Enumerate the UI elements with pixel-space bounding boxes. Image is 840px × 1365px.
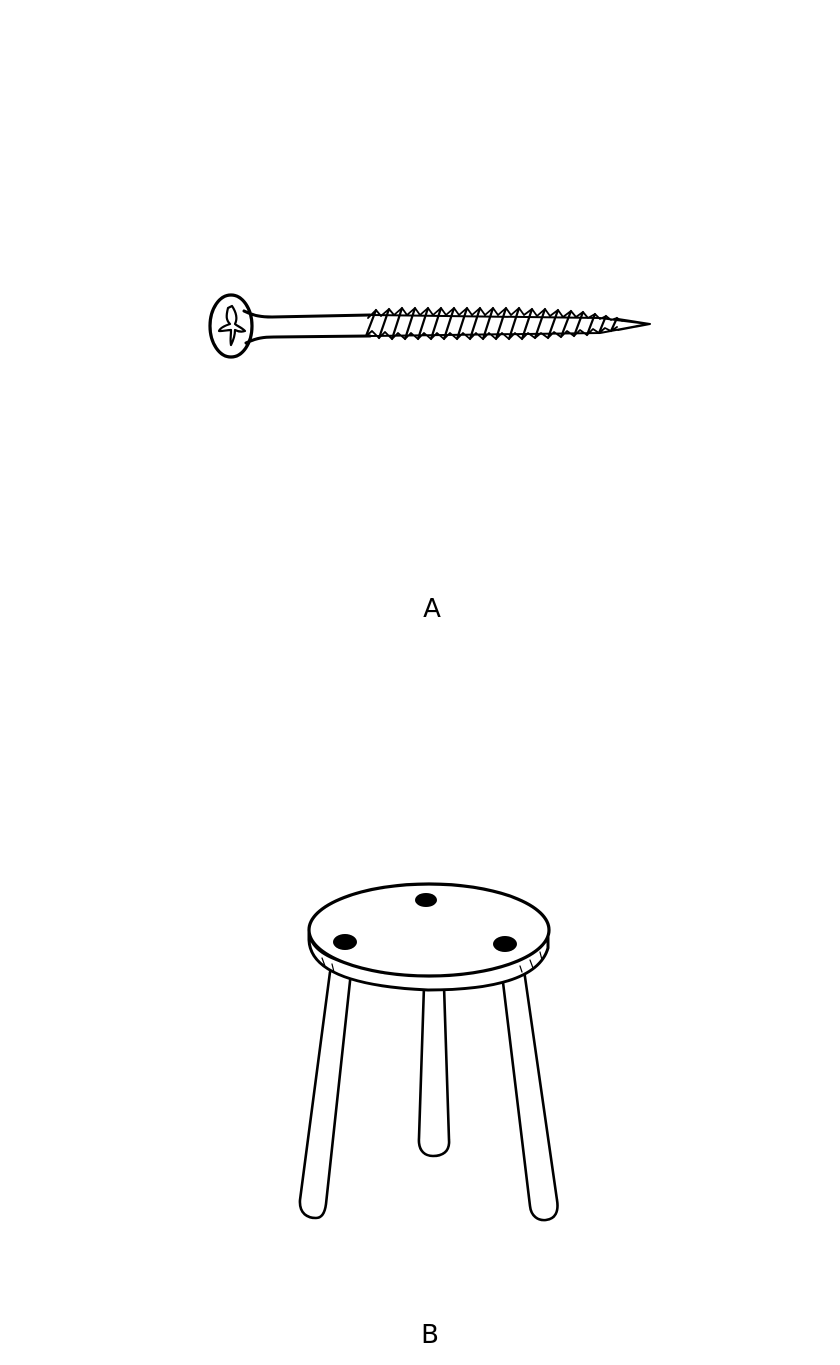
screw-thread-edge-bottom <box>365 326 618 340</box>
stool-tenon-left <box>333 934 357 950</box>
screw-icon <box>208 293 651 359</box>
screw-tip <box>617 318 651 331</box>
screw-head <box>208 293 254 359</box>
stool-tenon-right <box>493 936 517 952</box>
screw-neck-bottom <box>244 334 372 345</box>
screw-threads <box>364 306 619 341</box>
stool-seat-top <box>307 882 551 978</box>
stool-rim-shading <box>321 951 543 973</box>
phillips-recess <box>217 304 247 347</box>
figure-label-a: A <box>423 594 441 624</box>
screw-thread-edge-top <box>367 307 623 322</box>
stool-tenon-back <box>415 893 437 907</box>
stool-leg-right <box>500 968 559 1222</box>
stool-leg-back <box>417 984 451 1158</box>
stool-icon <box>298 882 559 1222</box>
figure-label-b: B <box>421 1320 439 1350</box>
stool-leg-left <box>298 970 353 1220</box>
screw-neck-top <box>242 309 372 319</box>
